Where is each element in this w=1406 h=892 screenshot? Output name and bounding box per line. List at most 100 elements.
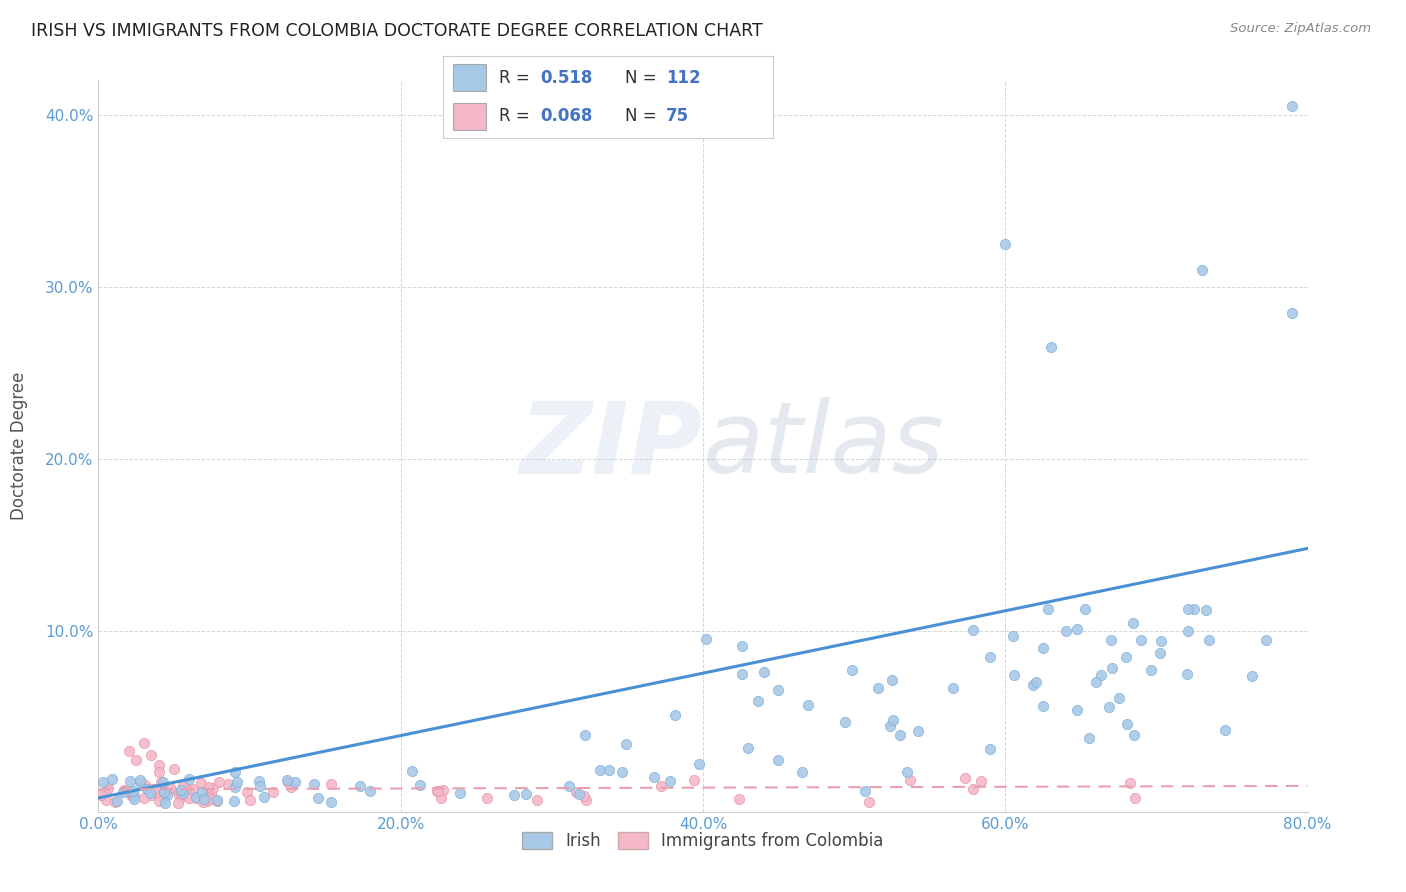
Point (558, 779, 581, 793)
Point (1098, 700, 1121, 714)
Point (197, 780, 219, 794)
Point (683, 772, 706, 787)
Point (184, 790, 207, 805)
Point (262, 785, 284, 799)
Point (134, 791, 156, 805)
Point (128, 775, 150, 789)
Point (426, 783, 449, 797)
Point (432, 782, 454, 797)
Point (193, 792, 215, 806)
Point (598, 763, 620, 777)
Point (247, 773, 270, 788)
Point (430, 791, 453, 805)
Point (141, 747, 163, 762)
Point (170, 787, 193, 801)
Point (1002, 667, 1025, 681)
Point (122, 789, 145, 803)
FancyBboxPatch shape (453, 103, 486, 130)
Point (105, 794, 128, 808)
Point (156, 788, 179, 802)
Point (153, 785, 176, 799)
Point (747, 694, 769, 708)
Point (1149, 646, 1171, 660)
Point (889, 728, 911, 742)
Point (1281, 99, 1303, 113)
Point (1054, 624, 1077, 638)
Point (1099, 633, 1122, 648)
Point (174, 781, 197, 796)
Point (132, 736, 155, 750)
Point (239, 792, 262, 806)
Point (159, 780, 181, 795)
Point (302, 776, 325, 790)
Point (135, 782, 157, 797)
Point (152, 775, 174, 789)
Point (896, 764, 918, 779)
Point (169, 790, 191, 805)
Point (96, 783, 118, 797)
Point (170, 783, 193, 797)
Point (1175, 667, 1198, 681)
Point (737, 741, 759, 756)
Point (277, 775, 299, 789)
Point (409, 778, 432, 792)
Point (907, 723, 929, 738)
Point (1281, 305, 1303, 319)
Point (97, 780, 120, 794)
Point (766, 682, 789, 697)
Text: N =: N = (624, 107, 661, 125)
Point (148, 765, 170, 780)
Point (207, 793, 229, 807)
Point (610, 764, 633, 779)
Point (186, 790, 208, 805)
Point (172, 785, 194, 799)
Point (564, 785, 586, 799)
Text: Source: ZipAtlas.com: Source: ZipAtlas.com (1230, 22, 1371, 36)
Point (994, 236, 1017, 251)
Point (200, 787, 222, 801)
Point (143, 782, 166, 797)
Point (129, 772, 152, 787)
Point (858, 795, 880, 809)
Point (953, 771, 976, 785)
Point (979, 742, 1001, 756)
Point (449, 786, 471, 800)
Point (731, 639, 754, 653)
Point (502, 789, 524, 803)
Point (1140, 663, 1163, 677)
Point (1084, 675, 1107, 690)
Point (962, 782, 984, 797)
Point (1074, 602, 1097, 616)
Point (90, 788, 112, 802)
Point (1198, 632, 1220, 647)
Point (643, 770, 665, 784)
Point (898, 773, 921, 788)
Point (1118, 775, 1140, 789)
Text: 112: 112 (666, 70, 700, 87)
Point (307, 791, 329, 805)
Point (1108, 690, 1130, 705)
Point (1195, 603, 1218, 617)
Point (1115, 649, 1137, 664)
Text: ZIP: ZIP (520, 398, 703, 494)
Point (1077, 731, 1099, 745)
Point (276, 773, 298, 788)
Point (515, 788, 537, 802)
Point (321, 795, 343, 809)
Point (979, 649, 1001, 664)
Point (195, 794, 218, 808)
Point (111, 785, 134, 799)
Point (970, 774, 993, 789)
Point (359, 784, 381, 798)
Point (1101, 661, 1123, 675)
Point (1001, 629, 1024, 643)
Point (172, 779, 194, 793)
Point (172, 784, 194, 798)
Point (120, 788, 142, 802)
Point (834, 715, 856, 730)
Point (688, 757, 710, 772)
Point (142, 782, 165, 797)
Point (664, 708, 686, 723)
Point (942, 681, 965, 695)
Point (118, 773, 141, 788)
